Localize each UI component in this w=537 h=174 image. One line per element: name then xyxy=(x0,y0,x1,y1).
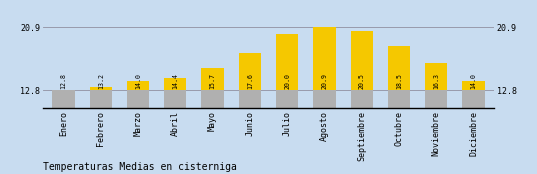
Text: 20.0: 20.0 xyxy=(284,73,290,89)
Text: 15.7: 15.7 xyxy=(209,73,215,89)
Bar xyxy=(276,90,299,108)
Bar xyxy=(425,90,447,108)
Bar xyxy=(388,46,410,90)
Bar xyxy=(351,90,373,108)
Text: 13.2: 13.2 xyxy=(98,73,104,89)
Text: 18.5: 18.5 xyxy=(396,73,402,89)
Text: 12.8: 12.8 xyxy=(61,73,67,89)
Bar xyxy=(388,90,410,108)
Text: 20.9: 20.9 xyxy=(322,73,328,89)
Bar xyxy=(238,53,261,90)
Text: Temperaturas Medias en cisterniga: Temperaturas Medias en cisterniga xyxy=(43,162,237,172)
Bar xyxy=(90,90,112,108)
Bar xyxy=(164,90,186,108)
Bar xyxy=(201,90,224,108)
Bar xyxy=(52,90,75,108)
Bar xyxy=(90,87,112,90)
Bar xyxy=(462,90,485,108)
Text: 17.6: 17.6 xyxy=(247,73,253,89)
Bar xyxy=(238,90,261,108)
Bar xyxy=(276,34,299,90)
Bar xyxy=(201,68,224,90)
Text: 20.5: 20.5 xyxy=(359,73,365,89)
Text: 14.0: 14.0 xyxy=(135,73,141,89)
Bar xyxy=(127,81,149,90)
Bar xyxy=(127,90,149,108)
Bar xyxy=(313,27,336,90)
Bar xyxy=(313,90,336,108)
Bar xyxy=(462,81,485,90)
Bar xyxy=(425,63,447,90)
Bar xyxy=(351,31,373,90)
Text: 14.0: 14.0 xyxy=(470,73,476,89)
Text: 16.3: 16.3 xyxy=(433,73,439,89)
Bar xyxy=(164,78,186,90)
Text: 14.4: 14.4 xyxy=(172,73,178,89)
